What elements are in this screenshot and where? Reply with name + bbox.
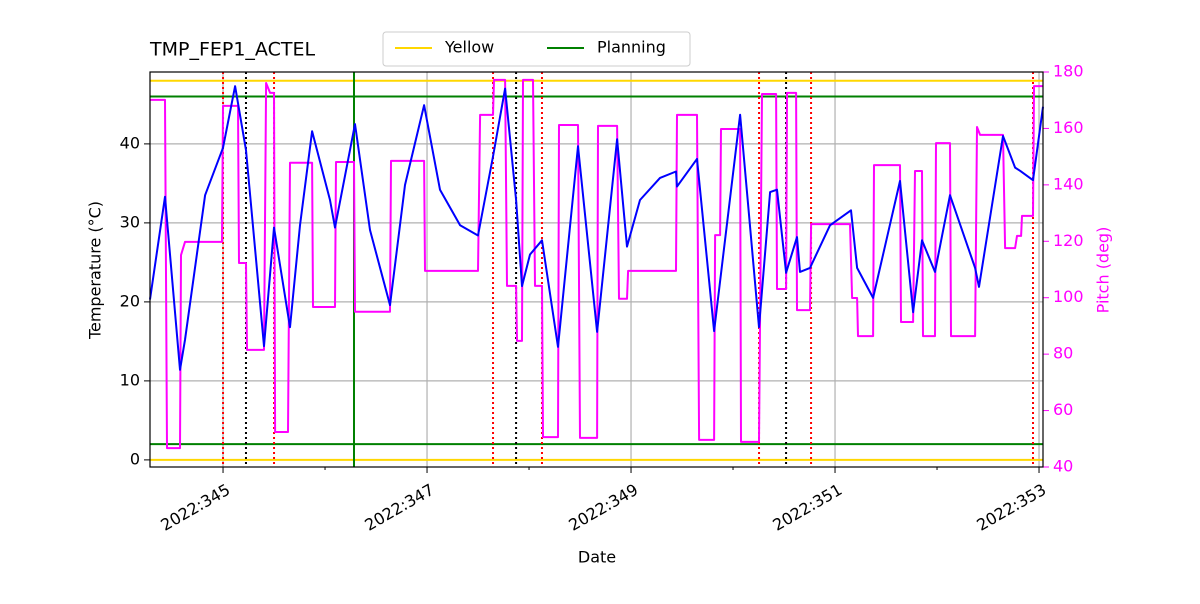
x-tick-label: 2022:349: [565, 480, 641, 535]
series-line: [150, 78, 1043, 450]
y2-tick-label: 100: [1053, 287, 1084, 306]
chart-title: TMP_FEP1_ACTEL: [149, 39, 315, 61]
legend-label: Planning: [597, 38, 666, 57]
x-tick-label: 2022:351: [769, 480, 845, 535]
y2-tick-label: 140: [1053, 174, 1084, 193]
x-axis-label: Date: [578, 548, 616, 567]
y2-tick-label: 80: [1053, 344, 1073, 363]
y-tick-label: 10: [120, 370, 140, 389]
legend: [382, 31, 691, 67]
axes-frame: [149, 71, 1044, 468]
y-axis-label: Temperature (°C): [86, 201, 105, 340]
y-tick-label: 20: [120, 291, 140, 310]
y2-tick-label: 160: [1053, 118, 1084, 137]
y-tick-label: 30: [120, 212, 140, 231]
y2-axis-label: Pitch (deg): [1094, 227, 1113, 314]
y2-tick-label: 40: [1053, 457, 1073, 476]
y2-tick-label: 180: [1053, 62, 1084, 81]
x-tick-label: 2022:353: [973, 480, 1049, 535]
x-tick-label: 2022:345: [157, 480, 233, 535]
y-tick-label: 0: [130, 449, 140, 468]
y2-tick-label: 60: [1053, 400, 1073, 419]
legend-frame: [382, 31, 691, 67]
legend-label: Yellow: [444, 38, 494, 57]
plot-area: [149, 72, 1044, 467]
x-tick-label: 2022:347: [361, 480, 437, 535]
y2-tick-label: 120: [1053, 231, 1084, 250]
y-tick-label: 40: [120, 133, 140, 152]
series-line: [149, 85, 1044, 371]
